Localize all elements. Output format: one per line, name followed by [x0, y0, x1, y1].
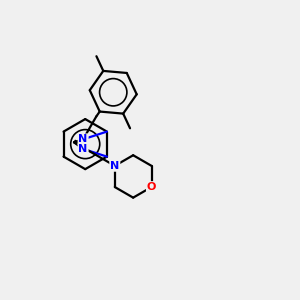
Text: N: N — [110, 161, 119, 171]
Text: N: N — [79, 144, 88, 154]
Text: O: O — [147, 182, 156, 192]
Text: N: N — [79, 134, 88, 144]
